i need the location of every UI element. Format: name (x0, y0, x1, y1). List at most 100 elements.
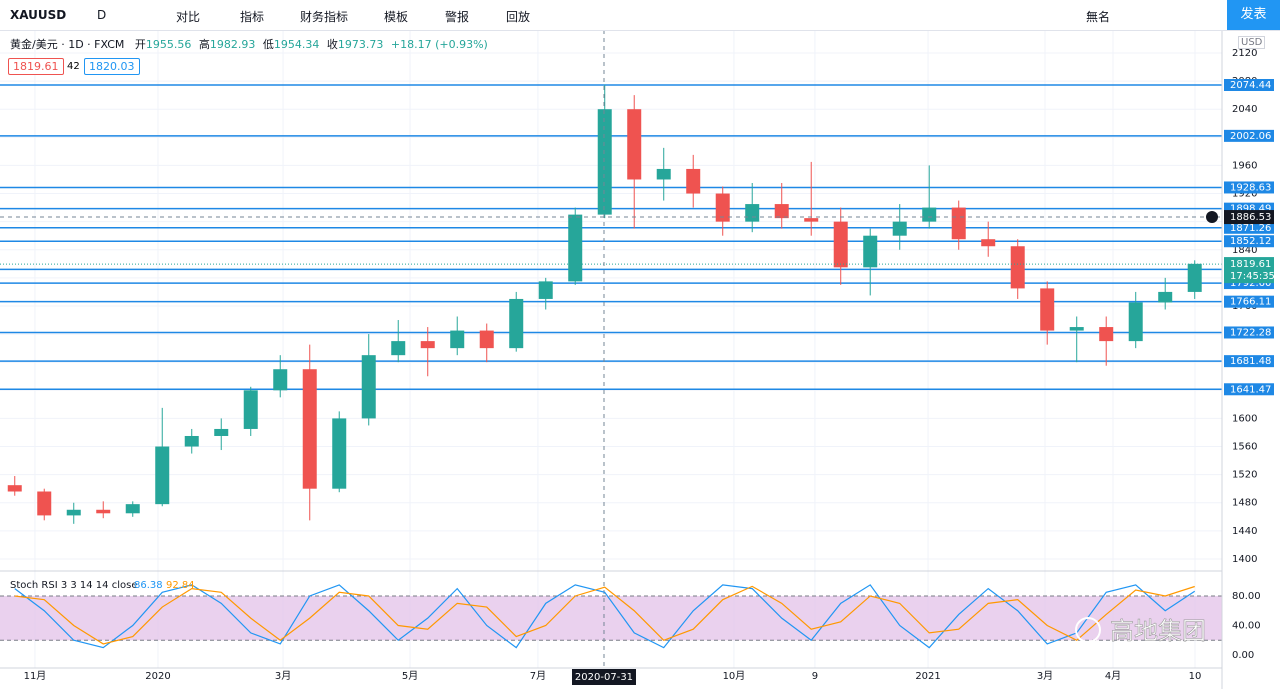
candle-body (302, 369, 317, 489)
candle-body (1187, 263, 1202, 292)
toolbar: XAUUSD D 对比 指标 财务指标 模板 警报 回放 無名 发表 (0, 0, 1280, 31)
x-tick-label: 7月 (530, 670, 546, 682)
y-tick-label: 1440 (1232, 526, 1257, 537)
level-label-bg (1224, 326, 1274, 339)
candle-body (863, 235, 878, 268)
interval[interactable]: D (97, 8, 107, 22)
toolbar-button[interactable]: 警报 (445, 10, 470, 24)
y-tick-label: 40.00 (1232, 620, 1261, 631)
layout-name[interactable]: 無名 (1086, 10, 1111, 24)
candle-body (538, 281, 553, 299)
candle-body (1099, 327, 1114, 342)
stoch-line (14, 585, 1195, 645)
stoch-title: Stoch RSI 3 3 14 14 close (10, 580, 137, 591)
y-tick-label: 1520 (1232, 470, 1257, 481)
candle-body (391, 341, 406, 356)
candle-body (922, 207, 937, 222)
last-price-label: 1819.61 (1230, 259, 1271, 270)
y-tick-label: 2120 (1232, 48, 1257, 59)
ohlc-value: 1982.93 (209, 38, 256, 51)
level-label: 1641.47 (1230, 384, 1271, 395)
level-label: 2074.44 (1230, 80, 1271, 91)
candle-body (37, 491, 52, 516)
level-label-bg (1224, 383, 1274, 396)
y-tick-label: 1600 (1232, 413, 1257, 424)
candle-body (951, 207, 966, 240)
y-tick-label: 80.00 (1232, 591, 1261, 602)
wechat-icon (1075, 617, 1101, 643)
y-tick-label: 1840 (1232, 245, 1257, 256)
candle-body (745, 204, 760, 222)
y-tick-label: 1920 (1232, 189, 1257, 200)
publish-button[interactable]: 发表 (1227, 0, 1280, 30)
y-tick-label: 0.00 (1232, 650, 1254, 661)
level-label: 1792.60 (1230, 278, 1271, 289)
candle-body (981, 239, 996, 247)
last-price-label-bg (1224, 257, 1274, 284)
ohlc-label: 收 (326, 38, 338, 51)
candle-body (1158, 291, 1173, 303)
toolbar-button[interactable]: 回放 (506, 10, 531, 24)
ohlc-value: 1973.73 (337, 38, 384, 51)
ask[interactable]: 1820.03 (84, 58, 140, 75)
y-tick-label: 2040 (1232, 104, 1257, 115)
y-tick-label: 1560 (1232, 442, 1257, 453)
ohlc-label: 低 (262, 38, 274, 51)
candle-body (1069, 327, 1084, 331)
x-tick-label: 3月 (1037, 670, 1053, 682)
x-tick-label: 11月 (24, 670, 47, 682)
candle-body (125, 504, 140, 514)
candle-body (656, 168, 671, 180)
toolbar-button[interactable]: 财务指标 (300, 10, 349, 24)
crosshair-label-bg (1224, 210, 1274, 225)
toolbar-button[interactable]: 指标 (240, 10, 265, 24)
candle-body (96, 509, 111, 514)
level-label-bg (1224, 78, 1274, 91)
level-label-bg (1224, 129, 1274, 142)
watermark: 高地集团 (1110, 617, 1206, 645)
add-button (1206, 211, 1218, 224)
candle-body (7, 485, 22, 492)
candle-body (568, 214, 583, 282)
candle-body (1010, 246, 1025, 289)
candle-body (509, 298, 524, 349)
candle-body (479, 330, 494, 349)
level-label: 1852.12 (1230, 236, 1271, 247)
level-label: 1928.63 (1230, 182, 1271, 193)
toolbar-button[interactable]: 模板 (384, 10, 409, 24)
candle-body (243, 390, 258, 429)
candle-body (892, 221, 907, 236)
toolbar-button[interactable]: 对比 (176, 10, 201, 24)
x-tick-label: 10月 (723, 670, 746, 682)
y-tick-label: 1400 (1232, 554, 1257, 565)
candle-body (804, 218, 819, 222)
crosshair-x-label-bg (571, 669, 636, 685)
candle-body (715, 193, 730, 222)
candle-body (627, 109, 642, 180)
crosshair-y-label: 1886.53 (1230, 212, 1271, 223)
y-tick-label: 1480 (1232, 498, 1257, 509)
ohlc-label: 开 (134, 38, 146, 51)
currency: USD (1238, 36, 1266, 49)
stoch-line (14, 584, 1196, 649)
level-label: 1722.28 (1230, 327, 1271, 338)
stoch-value: 92.84 (166, 580, 195, 591)
x-tick-label: 9 (812, 671, 818, 682)
bid[interactable]: 1819.61 (8, 58, 64, 75)
x-tick-label: 4月 (1105, 670, 1121, 682)
candle-body (420, 341, 435, 349)
crosshair-x-label: 2020-07-31 (575, 672, 633, 683)
change: +18.17 (+0.93%) (390, 38, 488, 51)
legend-title: 黄金/美元 · 1D · FXCM (10, 38, 125, 51)
candle-body (1040, 288, 1055, 331)
level-label-bg (1224, 235, 1274, 248)
ohlc-value: 1955.56 (145, 38, 192, 51)
level-label-bg (1224, 355, 1274, 368)
x-tick-label: 2020 (145, 671, 170, 682)
spread: 42 (67, 61, 80, 72)
level-label-bg (1224, 295, 1274, 308)
symbol[interactable]: XAUUSD (10, 8, 67, 22)
y-tick-label: 1960 (1232, 160, 1257, 171)
countdown: 17:45:35 (1230, 271, 1275, 282)
